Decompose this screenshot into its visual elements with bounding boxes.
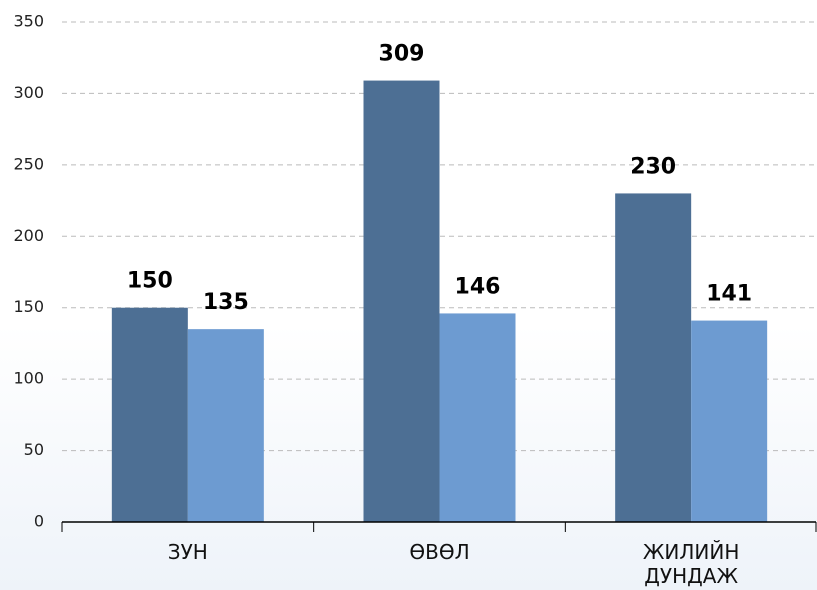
y-tick-label: 50 (24, 440, 44, 459)
value-label: 135 (203, 290, 249, 315)
bar (691, 320, 768, 522)
bar (111, 307, 188, 522)
y-tick-label: 150 (13, 297, 44, 316)
y-tick-label: 200 (13, 226, 44, 245)
value-label: 150 (127, 269, 173, 294)
bar (439, 313, 516, 522)
y-tick-label: 350 (13, 12, 44, 31)
x-tick-label: ӨВӨЛ (409, 540, 470, 564)
x-tick-label: ЖИЛИЙН ДУНДАЖ (642, 540, 740, 588)
bar (363, 80, 440, 523)
value-label: 146 (455, 274, 501, 299)
bar (187, 329, 264, 522)
value-label: 141 (706, 282, 752, 307)
bar (615, 193, 692, 522)
x-tick-label: ЗУН (167, 540, 208, 564)
value-label: 309 (379, 42, 425, 67)
y-tick-label: 250 (13, 154, 44, 173)
y-tick-label: 300 (13, 83, 44, 102)
value-label: 230 (630, 154, 676, 179)
y-tick-label: 100 (13, 369, 44, 388)
y-tick-label: 0 (34, 512, 44, 531)
